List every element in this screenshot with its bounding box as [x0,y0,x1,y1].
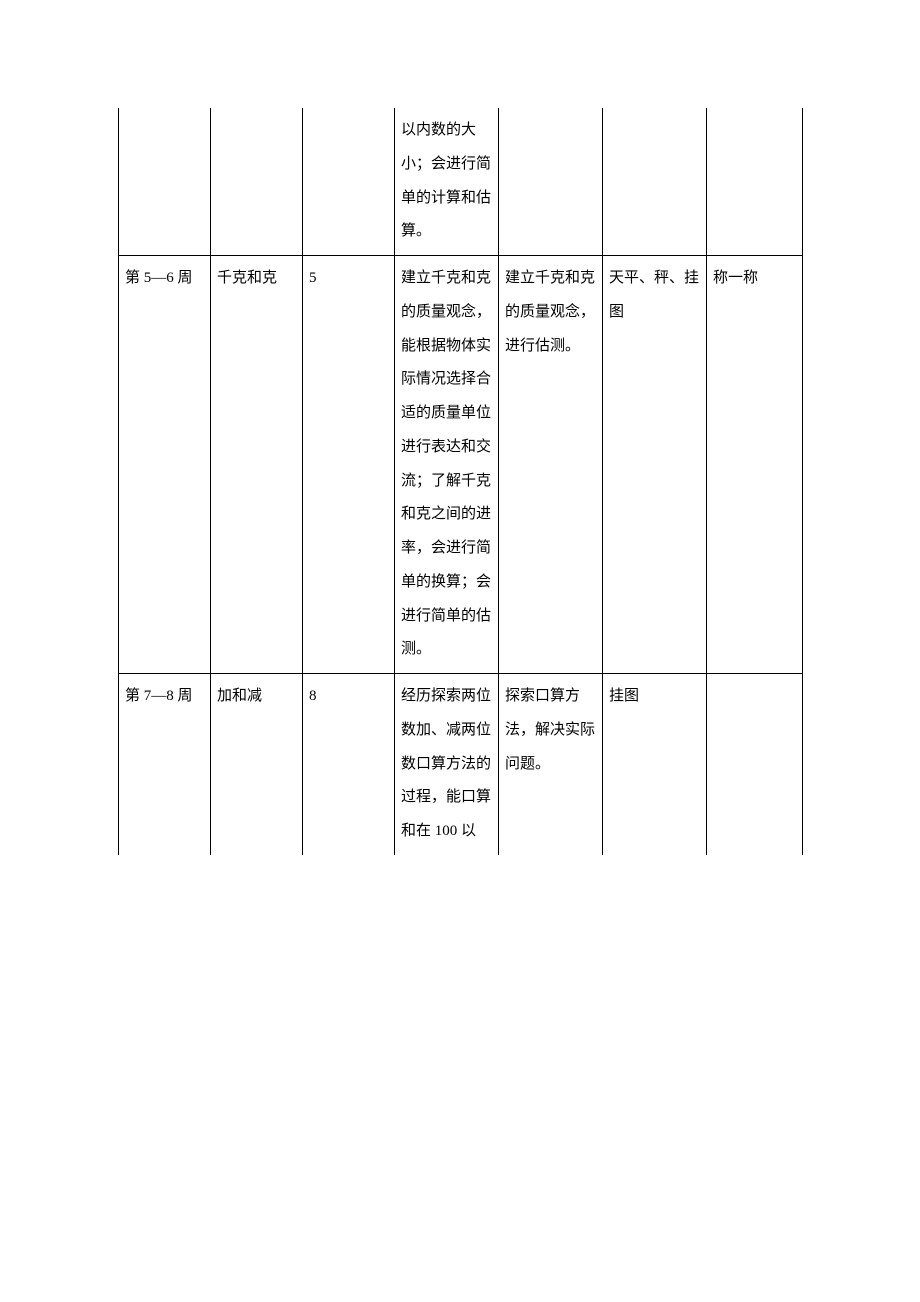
table-cell: 探索口算方法，解决实际问题。 [499,674,603,855]
table-cell: 第 7—8 周 [119,674,211,855]
table-cell: 挂图 [603,674,707,855]
table-cell: 5 [303,256,395,674]
teaching-plan-table: 以内数的大小；会进行简单的计算和估算。第 5—6 周千克和克5建立千克和克的质量… [118,108,803,855]
table-cell [499,108,603,256]
table-cell: 称一称 [707,256,803,674]
table-cell: 8 [303,674,395,855]
table-cell: 建立千克和克的质量观念，进行估测。 [499,256,603,674]
table-row: 第 5—6 周千克和克5建立千克和克的质量观念，能根据物体实际情况选择合适的质量… [119,256,803,674]
table-cell: 以内数的大小；会进行简单的计算和估算。 [395,108,499,256]
table-cell: 千克和克 [211,256,303,674]
table-cell: 第 5—6 周 [119,256,211,674]
table-cell [707,674,803,855]
table-cell [303,108,395,256]
table-row: 以内数的大小；会进行简单的计算和估算。 [119,108,803,256]
table-cell [603,108,707,256]
table-cell [211,108,303,256]
table-row: 第 7—8 周加和减8经历探索两位数加、减两位数口算方法的过程，能口算和在 10… [119,674,803,855]
table-cell [707,108,803,256]
table-cell [119,108,211,256]
table-cell: 天平、秤、挂图 [603,256,707,674]
table-cell: 加和减 [211,674,303,855]
table-cell: 经历探索两位数加、减两位数口算方法的过程，能口算和在 100 以 [395,674,499,855]
table-cell: 建立千克和克的质量观念，能根据物体实际情况选择合适的质量单位进行表达和交流；了解… [395,256,499,674]
